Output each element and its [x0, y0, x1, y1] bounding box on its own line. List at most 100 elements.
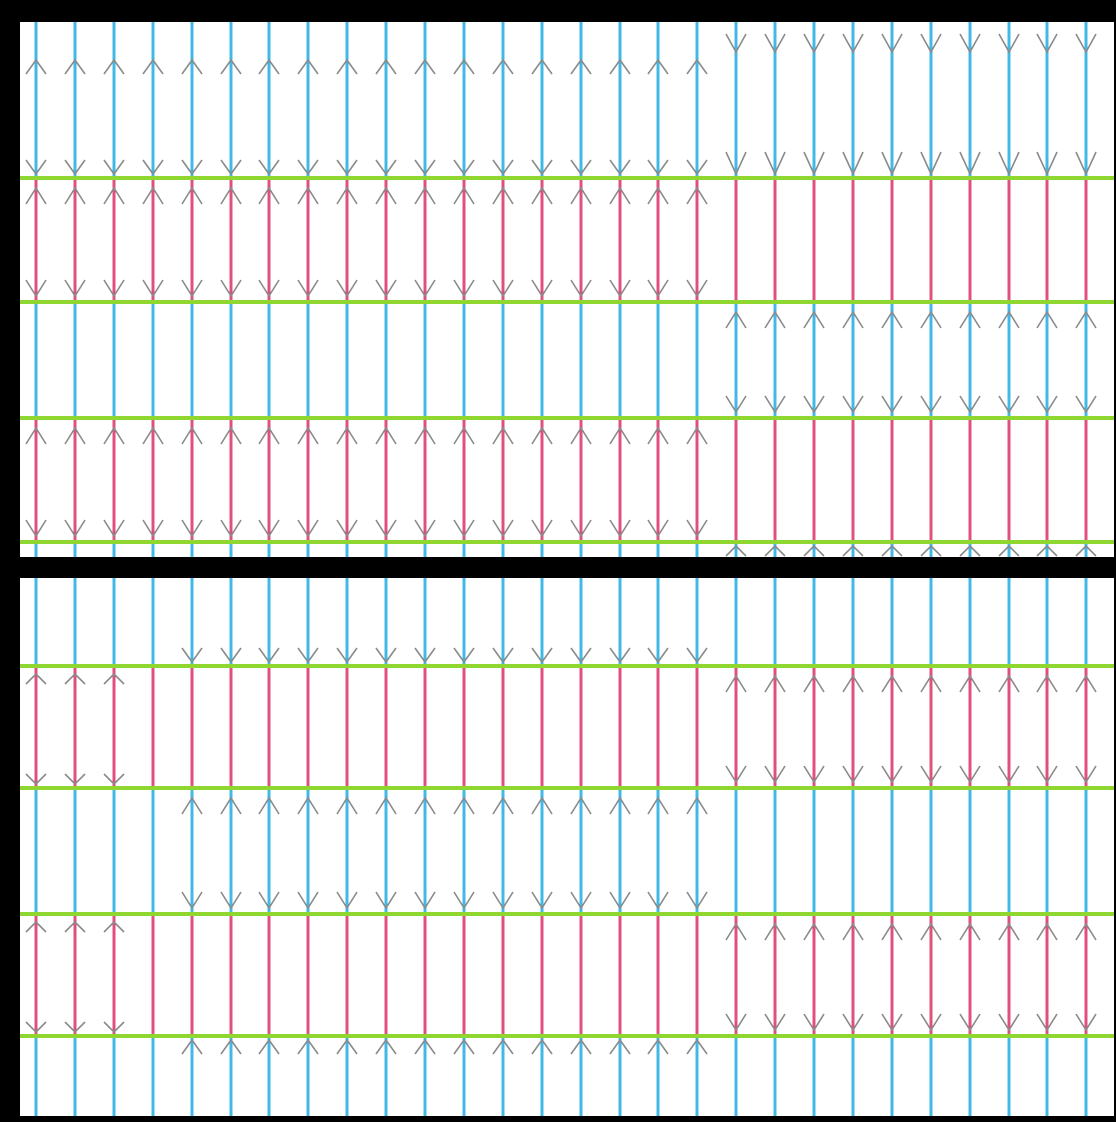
arrowhead-v-icon: [336, 891, 358, 910]
arrowhead-v-icon: [803, 765, 825, 784]
arrowhead-v-icon: [220, 891, 242, 910]
arrowhead-v-icon: [959, 395, 981, 414]
arrowhead-up-icon: [375, 58, 397, 75]
arrowhead-up-icon: [453, 426, 475, 445]
arrowhead-v-icon: [25, 519, 47, 538]
arrowhead-up-icon: [609, 426, 631, 445]
arrowhead-v-icon: [142, 519, 164, 538]
arrowhead-v-icon: [570, 519, 592, 538]
arrowhead-v-icon: [686, 891, 708, 910]
arrowhead-v-icon: [25, 773, 47, 786]
arrowhead-v-icon: [725, 765, 747, 784]
arrowhead-up-icon: [725, 310, 747, 329]
arrowhead-v-icon: [725, 33, 747, 54]
arrowhead-up-icon: [998, 544, 1020, 557]
arrowhead-v-icon: [998, 395, 1020, 414]
arrowhead-up-icon: [181, 426, 203, 445]
arrowhead-up-icon: [647, 1038, 669, 1055]
arrowhead-v-icon: [881, 765, 903, 784]
arrowhead-up-icon: [492, 186, 514, 205]
arrowhead-up-icon: [959, 310, 981, 329]
arrowhead-up-icon: [375, 1038, 397, 1055]
arrowhead-up-icon: [220, 796, 242, 815]
arrowhead-up-icon: [764, 922, 786, 941]
arrowhead-up-icon: [803, 922, 825, 941]
arrowhead-v-icon: [764, 1013, 786, 1032]
arrowhead-up-icon: [881, 544, 903, 557]
arrowhead-v-icon: [764, 395, 786, 414]
arrowhead-up-icon: [531, 58, 553, 75]
arrowhead-up-icon: [803, 544, 825, 557]
arrowhead-up-icon: [647, 426, 669, 445]
arrowhead-v-icon: [1075, 765, 1097, 784]
arrowhead-v-icon: [959, 765, 981, 784]
arrowhead-v-icon: [531, 279, 553, 298]
arrowhead-up-icon: [842, 544, 864, 557]
arrowhead-v-icon: [920, 1013, 942, 1032]
arrowhead-up-icon: [570, 796, 592, 815]
arrowhead-v-icon: [492, 159, 514, 176]
arrowhead-v-icon: [1036, 151, 1058, 176]
arrowhead-up-icon: [336, 426, 358, 445]
arrowhead-v-icon: [803, 1013, 825, 1032]
arrowhead-up-icon: [336, 1038, 358, 1055]
arrowhead-v-icon: [25, 1021, 47, 1034]
arrowhead-v-icon: [181, 279, 203, 298]
arrowhead-up-icon: [453, 186, 475, 205]
arrowhead-v-icon: [1075, 151, 1097, 176]
arrowhead-v-icon: [725, 395, 747, 414]
arrowhead-v-icon: [1036, 33, 1058, 54]
arrowhead-v-icon: [647, 891, 669, 910]
arrowhead-v-icon: [181, 647, 203, 664]
arrowhead-up-icon: [25, 426, 47, 445]
arrowhead-v-icon: [103, 773, 125, 786]
arrowhead-v-icon: [492, 519, 514, 538]
arrowhead-v-icon: [1075, 1013, 1097, 1032]
arrowhead-up-icon: [297, 426, 319, 445]
arrowhead-v-icon: [453, 519, 475, 538]
arrowhead-up-icon: [686, 186, 708, 205]
arrowhead-v-icon: [258, 647, 280, 664]
arrowhead-v-icon: [647, 279, 669, 298]
arrowhead-up-icon: [998, 674, 1020, 693]
arrowhead-v-icon: [725, 1013, 747, 1032]
arrowhead-up-icon: [258, 58, 280, 75]
arrowhead-v-icon: [297, 891, 319, 910]
arrowhead-up-icon: [647, 58, 669, 75]
arrowhead-v-icon: [336, 279, 358, 298]
arrowhead-v-icon: [181, 891, 203, 910]
arrowhead-up-icon: [842, 310, 864, 329]
arrowhead-v-icon: [258, 159, 280, 176]
arrowhead-up-icon: [220, 58, 242, 75]
arrowhead-v-icon: [842, 1013, 864, 1032]
arrowhead-up-icon: [570, 58, 592, 75]
arrowhead-up-icon: [570, 1038, 592, 1055]
arrowhead-v-icon: [414, 519, 436, 538]
arrowhead-up-icon: [881, 674, 903, 693]
arrowhead-up-icon: [842, 674, 864, 693]
arrowhead-v-icon: [375, 159, 397, 176]
arrowhead-up-icon: [142, 426, 164, 445]
arrowhead-v-icon: [297, 647, 319, 664]
arrowhead-up-icon: [1075, 544, 1097, 557]
arrowhead-up-icon: [220, 1038, 242, 1055]
arrowhead-up-icon: [609, 58, 631, 75]
arrowhead-v-icon: [64, 773, 86, 786]
arrowhead-v-icon: [492, 891, 514, 910]
arrowhead-v-icon: [881, 151, 903, 176]
arrowhead-v-icon: [725, 151, 747, 176]
arrowhead-up-icon: [25, 672, 47, 685]
arrowhead-up-icon: [336, 58, 358, 75]
arrowhead-v-icon: [258, 891, 280, 910]
arrowhead-up-icon: [220, 426, 242, 445]
arrowhead-up-icon: [336, 796, 358, 815]
arrowhead-v-icon: [609, 891, 631, 910]
arrowhead-up-icon: [609, 1038, 631, 1055]
arrowhead-v-icon: [686, 279, 708, 298]
arrowhead-v-icon: [142, 279, 164, 298]
arrowhead-v-icon: [297, 159, 319, 176]
arrowhead-v-icon: [570, 279, 592, 298]
arrowhead-up-icon: [64, 186, 86, 205]
arrowhead-v-icon: [764, 765, 786, 784]
arrowhead-v-icon: [686, 647, 708, 664]
